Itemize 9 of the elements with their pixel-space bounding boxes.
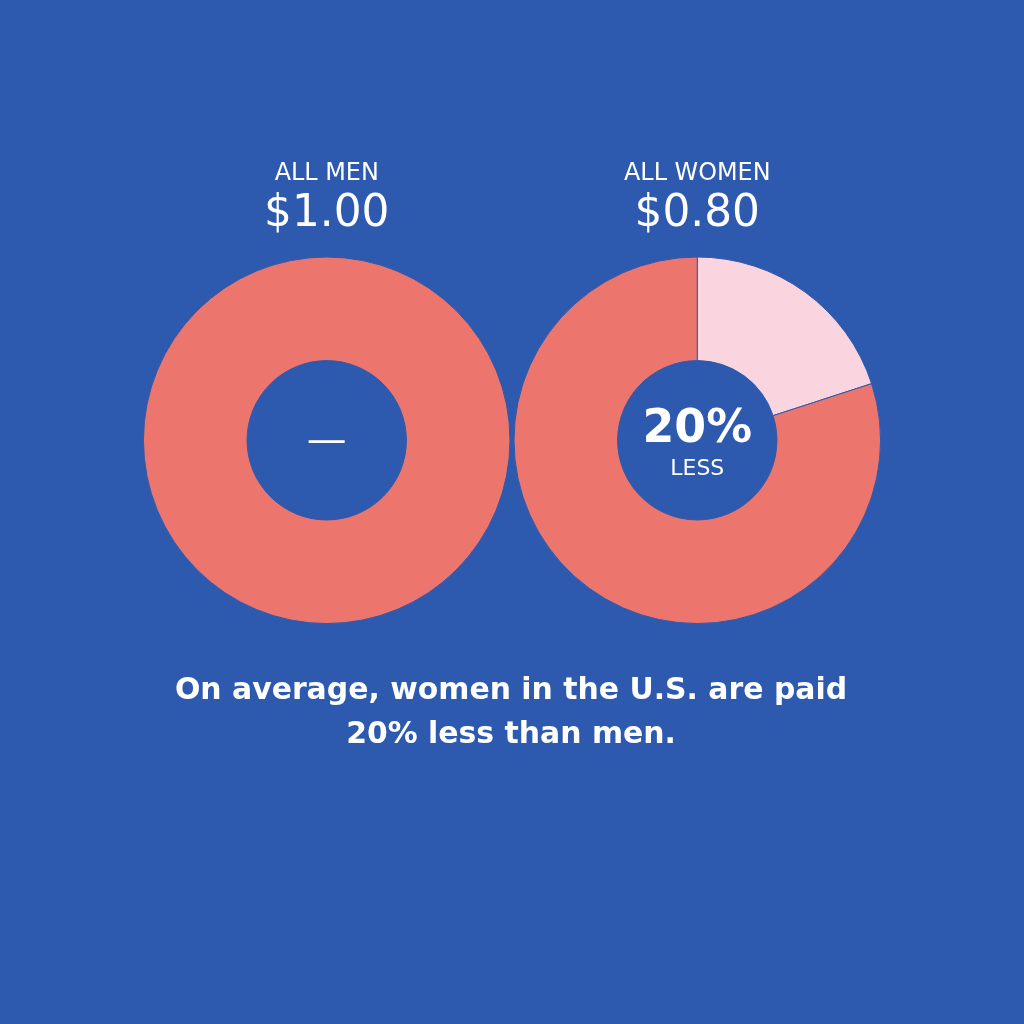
text: — (306, 415, 347, 462)
text: On average, women in the U.S. are paid 20% less than men. (174, 671, 848, 751)
chart-subtitle: $1.00 (264, 185, 390, 237)
chart-subtitle: $0.80 (634, 185, 760, 237)
chart-title: ALL MEN (274, 158, 379, 187)
text: 20% (642, 399, 753, 454)
text: LESS (670, 455, 725, 481)
chart-title: ALL WOMEN (623, 158, 771, 187)
donut-slice (513, 256, 881, 624)
